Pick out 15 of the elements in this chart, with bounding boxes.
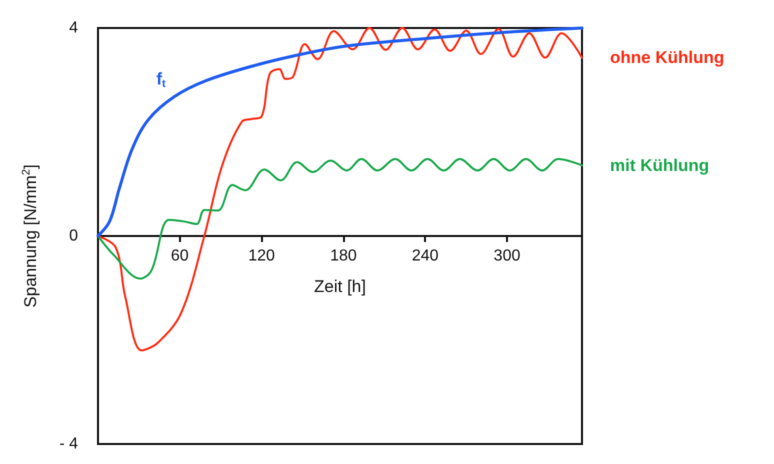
- x-tick-label: 180: [330, 248, 357, 264]
- y-axis-title: Spannung [N/mm2]: [20, 164, 40, 308]
- y-tick-label: 0: [69, 228, 78, 244]
- x-tick-label: 240: [412, 248, 439, 264]
- x-tick-label: 120: [248, 248, 276, 264]
- x-tick-label: 300: [494, 248, 520, 264]
- line-series: [97, 27, 583, 352]
- y-tick-label: - 4: [59, 436, 78, 452]
- y-tick-label: 4: [69, 20, 78, 36]
- series-label: ohne Kühlung: [610, 48, 724, 68]
- series-label: mit Kühlung: [610, 156, 710, 175]
- line-series: [97, 158, 583, 280]
- x-tick-label: 60: [170, 248, 189, 264]
- x-axis-title: Zeit [h]: [314, 277, 366, 296]
- line-series: [96, 26, 584, 238]
